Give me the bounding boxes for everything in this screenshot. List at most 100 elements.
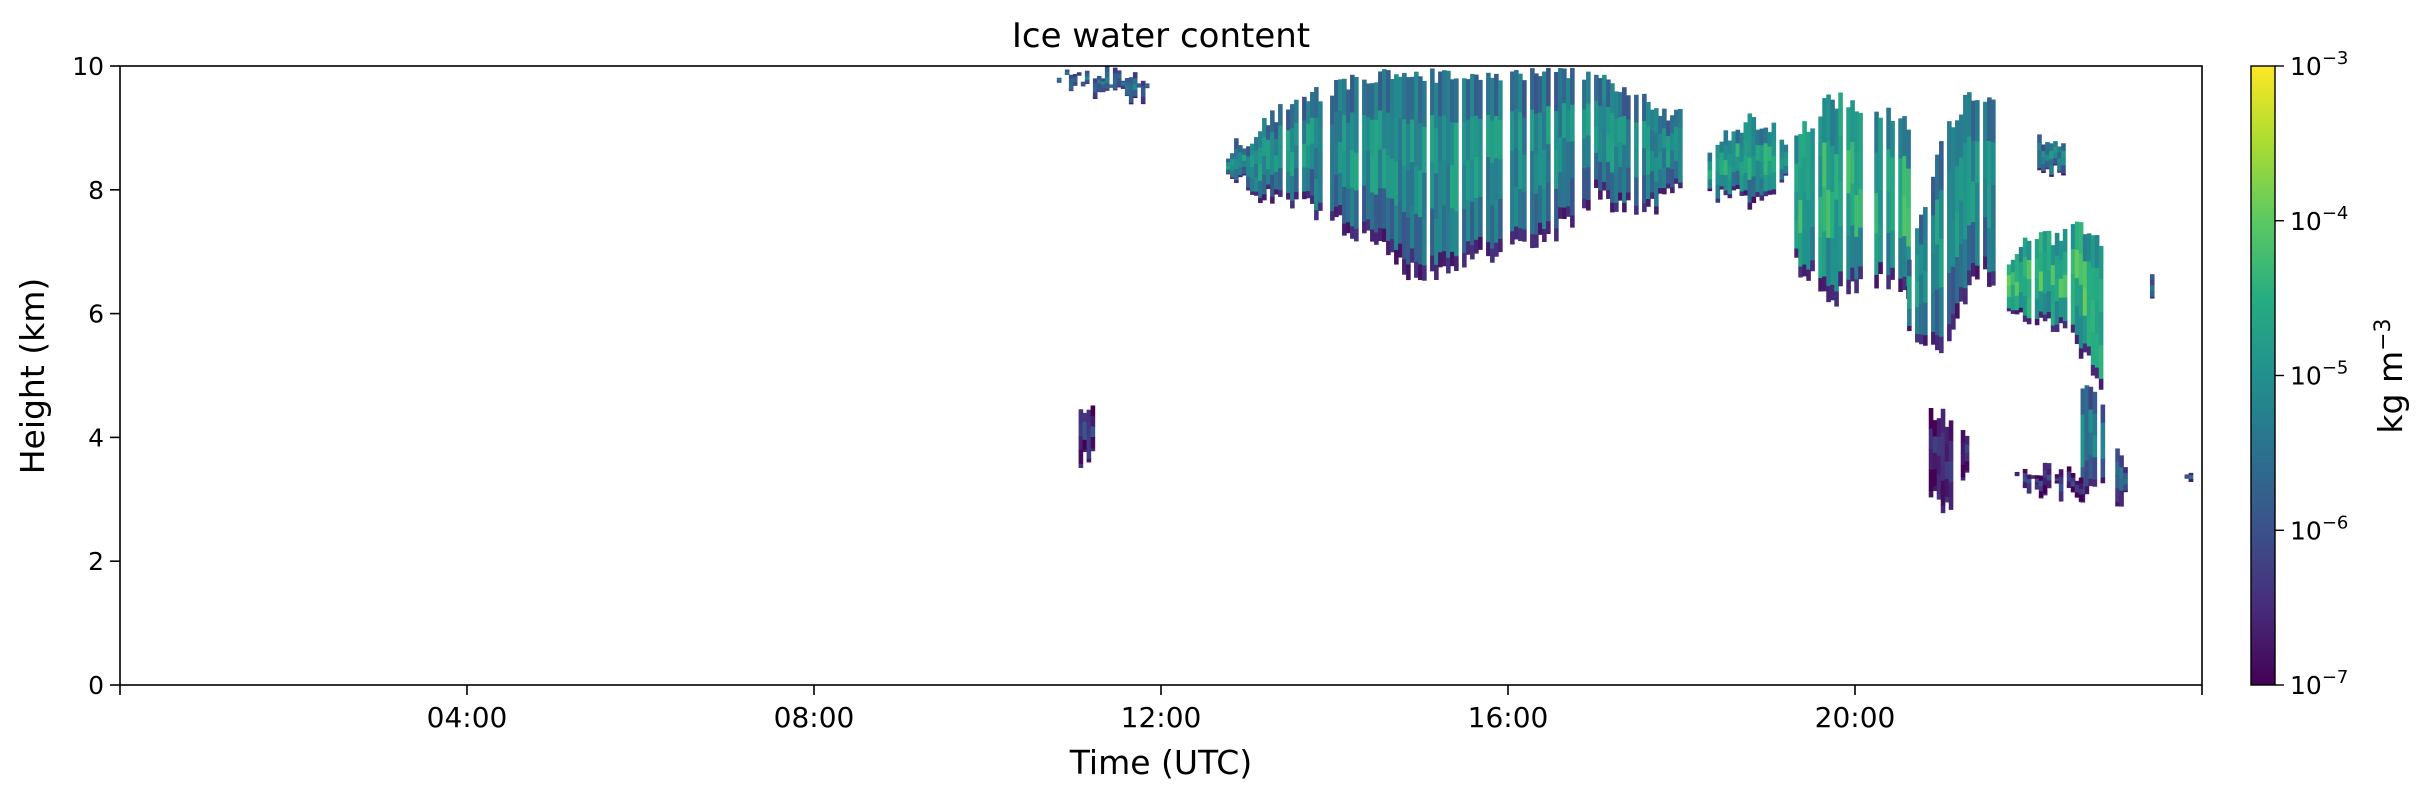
cell xyxy=(1964,444,1970,454)
cell xyxy=(1442,250,1447,267)
cell xyxy=(1056,77,1062,80)
cell xyxy=(2184,476,2190,478)
cell xyxy=(1743,122,1749,140)
cell xyxy=(1858,227,1863,267)
cell xyxy=(2149,290,2155,298)
cell xyxy=(1226,162,1231,167)
cell xyxy=(1422,218,1427,266)
cell xyxy=(1975,100,1980,142)
cell xyxy=(1390,198,1395,240)
cell xyxy=(1670,169,1675,188)
cell xyxy=(1294,191,1299,200)
cell xyxy=(1470,159,1475,203)
cell xyxy=(1940,432,1946,458)
cell xyxy=(1286,192,1291,200)
cell xyxy=(2188,477,2194,480)
cell xyxy=(1783,158,1789,167)
cell xyxy=(1947,222,1952,274)
cell xyxy=(1486,72,1491,116)
cell xyxy=(1136,83,1142,85)
cell xyxy=(2054,301,2060,325)
cell xyxy=(1610,142,1615,173)
cell xyxy=(1606,161,1611,190)
cell xyxy=(1614,119,1619,148)
cell xyxy=(2042,293,2048,315)
cell xyxy=(1822,275,1827,292)
cell xyxy=(1610,83,1615,114)
cell xyxy=(1618,92,1623,118)
cell xyxy=(1124,86,1130,92)
cell xyxy=(1902,156,1907,197)
cell xyxy=(2086,233,2092,263)
cell xyxy=(1931,331,1936,345)
cell xyxy=(1642,148,1647,177)
cell xyxy=(1410,76,1415,121)
cell xyxy=(1826,190,1831,239)
cell xyxy=(1735,143,1741,158)
cell xyxy=(1422,172,1427,220)
cell xyxy=(1402,72,1407,120)
cell xyxy=(1928,490,1934,498)
cell xyxy=(1470,201,1475,246)
cell xyxy=(1144,86,1150,89)
cell xyxy=(1386,155,1391,199)
cell xyxy=(1759,145,1765,163)
cell xyxy=(1951,266,1956,315)
cell xyxy=(1658,151,1663,171)
cell xyxy=(1398,76,1403,119)
cell xyxy=(2123,478,2128,486)
cell xyxy=(1743,156,1749,174)
cell xyxy=(1462,165,1467,210)
cell xyxy=(1570,214,1575,228)
cell xyxy=(2070,249,2076,275)
cell xyxy=(2054,255,2060,280)
cell xyxy=(2061,165,2066,174)
cell xyxy=(1246,146,1251,158)
cell xyxy=(1450,251,1455,267)
cell xyxy=(2058,484,2064,493)
cell xyxy=(1140,80,1146,87)
cell xyxy=(1302,143,1307,169)
cell xyxy=(1314,178,1319,211)
cell xyxy=(1370,228,1375,242)
cell xyxy=(2042,251,2048,274)
cell xyxy=(1230,165,1235,172)
cell xyxy=(1622,173,1627,203)
cell xyxy=(1530,68,1535,111)
cell xyxy=(1858,189,1863,229)
cell xyxy=(1763,159,1769,176)
cell xyxy=(1755,176,1761,193)
cell xyxy=(1262,155,1267,176)
cell xyxy=(1834,290,1839,307)
cell xyxy=(2119,467,2124,480)
cell xyxy=(2084,435,2090,462)
cell xyxy=(1306,168,1311,192)
cell xyxy=(1378,71,1383,112)
cell xyxy=(2062,274,2068,299)
cell xyxy=(1771,172,1777,190)
cell xyxy=(1743,189,1749,196)
cell xyxy=(1258,131,1263,149)
cell xyxy=(1414,213,1419,262)
cell xyxy=(1262,136,1267,157)
cell xyxy=(1382,188,1387,229)
cell xyxy=(1783,144,1789,153)
cell xyxy=(1670,115,1675,134)
cell xyxy=(1850,266,1855,282)
cell xyxy=(1707,188,1713,192)
cell xyxy=(1759,161,1765,179)
cell xyxy=(1940,408,1946,434)
cell xyxy=(1822,142,1827,188)
x-tick-label: 12:00 xyxy=(1121,701,1202,734)
cell xyxy=(1242,154,1247,162)
cell xyxy=(1810,194,1815,228)
cell xyxy=(1078,463,1084,469)
cell xyxy=(2080,414,2086,442)
cell xyxy=(1090,447,1096,452)
cell xyxy=(1810,259,1815,272)
cell xyxy=(2022,482,2028,488)
cell xyxy=(1838,181,1843,227)
cell xyxy=(1510,111,1515,152)
cell xyxy=(1751,196,1757,204)
cell xyxy=(1959,200,1964,245)
